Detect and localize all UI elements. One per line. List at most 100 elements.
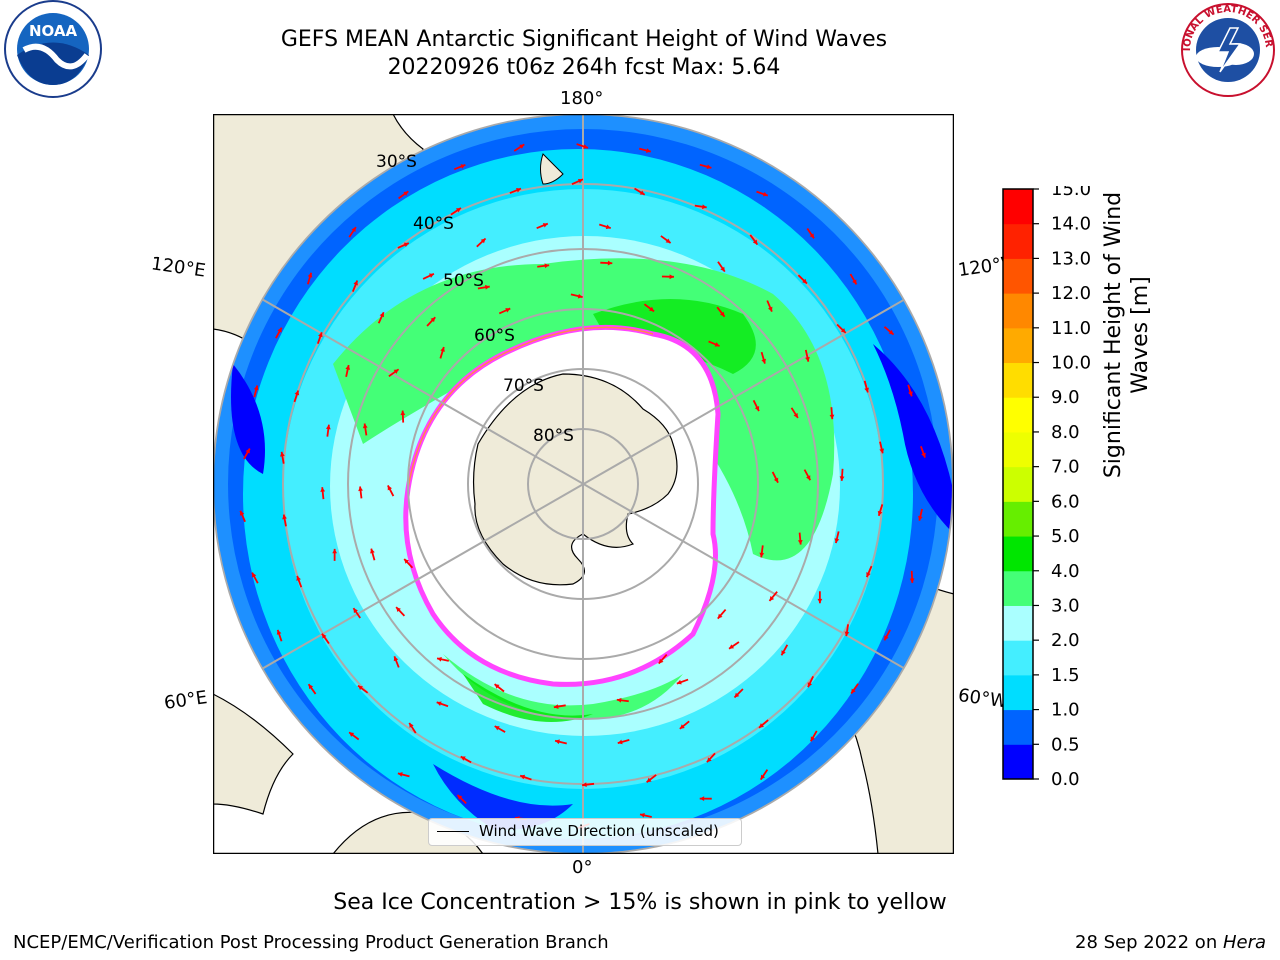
- colorbar-segment: [1003, 674, 1033, 711]
- wave-arrow-head: [761, 358, 766, 364]
- wave-arrow-head: [379, 312, 385, 318]
- lat-label-50s: 50°S: [443, 271, 484, 291]
- wave-arrow-head: [519, 144, 525, 149]
- wave-arrow-head: [308, 684, 314, 690]
- lon-label-60e: 60°E: [162, 687, 209, 714]
- lon-label-0: 0°: [572, 857, 593, 878]
- colorbar-tick-label: 15.0: [1051, 186, 1091, 200]
- colorbar-segment: [1003, 293, 1033, 329]
- wave-arrow-head: [669, 274, 674, 280]
- wave-arrow-head: [807, 682, 813, 688]
- wave-arrow-head: [714, 342, 720, 347]
- wave-arrow-head: [676, 679, 682, 685]
- wave-arrow-head: [805, 356, 810, 362]
- wave-arrow-head: [706, 164, 712, 170]
- colorbar-tick-label: 5.0: [1051, 526, 1080, 547]
- colorbar-segment: [1003, 501, 1033, 537]
- chart-subtitle: 20220926 t06z 264h fcst Max: 5.64: [387, 55, 781, 80]
- wave-arrow-head: [351, 227, 356, 233]
- noaa-logo-text: NOAA: [29, 22, 78, 40]
- wave-arrow-head: [809, 233, 815, 239]
- wave-arrow-head: [909, 578, 915, 583]
- colorbar-segment: [1003, 189, 1033, 225]
- colorbar-segment: [1003, 640, 1033, 676]
- wave-arrow-head: [277, 327, 282, 333]
- wave-arrow-head: [577, 293, 583, 299]
- wave-arrow-head: [280, 451, 285, 457]
- lat-label-30s: 30°S: [376, 152, 417, 172]
- wave-arrow-head: [296, 575, 301, 581]
- wave-arrow-head: [253, 385, 259, 391]
- wave-arrow-head: [639, 190, 645, 195]
- legend-line-swatch: [437, 831, 469, 832]
- wave-arrow-head: [320, 487, 326, 492]
- map-legend: Wind Wave Direction (unscaled): [428, 818, 742, 846]
- wave-arrow-head: [665, 238, 671, 243]
- lon-label-60w: 60°W: [956, 684, 1006, 713]
- wave-arrow-head: [759, 552, 765, 558]
- sea-ice-note: Sea Ice Concentration > 15% is shown in …: [333, 890, 947, 915]
- wave-arrow-head: [729, 644, 735, 649]
- wave-arrow-head: [577, 178, 583, 184]
- wave-arrow-head: [719, 311, 725, 317]
- wave-arrow-head: [457, 795, 463, 800]
- wave-arrow-head: [616, 697, 622, 703]
- wave-arrow-head: [699, 796, 705, 802]
- colorbar-tick-label: 11.0: [1051, 318, 1091, 339]
- wave-arrow-head: [864, 387, 869, 393]
- wave-arrow-head: [679, 724, 685, 729]
- wave-arrow-head: [767, 306, 773, 312]
- colorbar-tick-label: 9.0: [1051, 387, 1080, 408]
- wave-arrow-head: [321, 633, 327, 639]
- colorbar-segment: [1003, 327, 1033, 364]
- wave-arrow-head: [403, 242, 409, 248]
- colorbar-label-line1: Significant Height of Wind: [1101, 191, 1126, 479]
- wave-arrow-head: [396, 607, 401, 613]
- wave-arrow-head: [460, 756, 466, 761]
- lat-label-60s: 60°S: [474, 326, 515, 346]
- wave-arrow-head: [349, 732, 355, 737]
- wave-arrow-head: [252, 572, 257, 578]
- wave-arrow-head: [353, 608, 358, 614]
- wave-arrow-head: [879, 448, 885, 454]
- wave-arrow-head: [769, 596, 775, 601]
- wave-arrow-head: [840, 328, 846, 333]
- wave-arrow-head: [702, 204, 707, 210]
- colorbar-segment: [1003, 466, 1033, 502]
- wave-arrow-head: [720, 266, 725, 272]
- wave-arrow-head: [409, 722, 414, 728]
- wave-arrow-head: [553, 704, 559, 709]
- colorbar-tick-label: 3.0: [1051, 595, 1080, 616]
- colorbar-tick-label: 0.0: [1051, 769, 1080, 786]
- wave-arrow-head: [866, 572, 871, 578]
- wave-arrow-head: [440, 346, 445, 352]
- colorbar-segment: [1003, 709, 1033, 745]
- wave-arrow-head: [430, 317, 436, 323]
- colorbar-segment: [1003, 223, 1033, 259]
- colorbar-tick-label: 7.0: [1051, 457, 1080, 478]
- wave-arrow-head: [404, 558, 409, 564]
- wave-arrow-head: [494, 684, 500, 689]
- wave-arrow-head: [276, 629, 282, 635]
- wave-arrow-head: [793, 412, 798, 418]
- wave-arrow-head: [817, 598, 823, 604]
- wave-arrow-head: [877, 510, 883, 516]
- wave-arrow-head: [428, 273, 434, 278]
- footer-host: Hera: [1222, 932, 1266, 953]
- colorbar-tick-label: 14.0: [1051, 214, 1091, 235]
- colorbar-segment: [1003, 536, 1033, 572]
- wave-arrow-head: [645, 148, 651, 153]
- wave-arrow-head: [505, 308, 511, 313]
- wave-arrow-head: [607, 260, 613, 266]
- colorbar-tick-label: 10.0: [1051, 353, 1091, 374]
- lat-label-80s: 80°S: [533, 426, 574, 446]
- colorbar-tick-label: 1.5: [1051, 665, 1080, 686]
- wave-arrow-head: [806, 475, 811, 481]
- colorbar-tick-label: 8.0: [1051, 422, 1080, 443]
- wave-arrow-head: [245, 448, 250, 454]
- wave-arrow-head: [781, 650, 786, 656]
- wave-arrow-head: [649, 306, 655, 312]
- polar-map: 30°S 40°S 50°S 60°S 70°S 80°S: [213, 114, 954, 854]
- wave-arrow-head: [810, 736, 816, 742]
- colorbar-tick-label: 4.0: [1051, 561, 1080, 582]
